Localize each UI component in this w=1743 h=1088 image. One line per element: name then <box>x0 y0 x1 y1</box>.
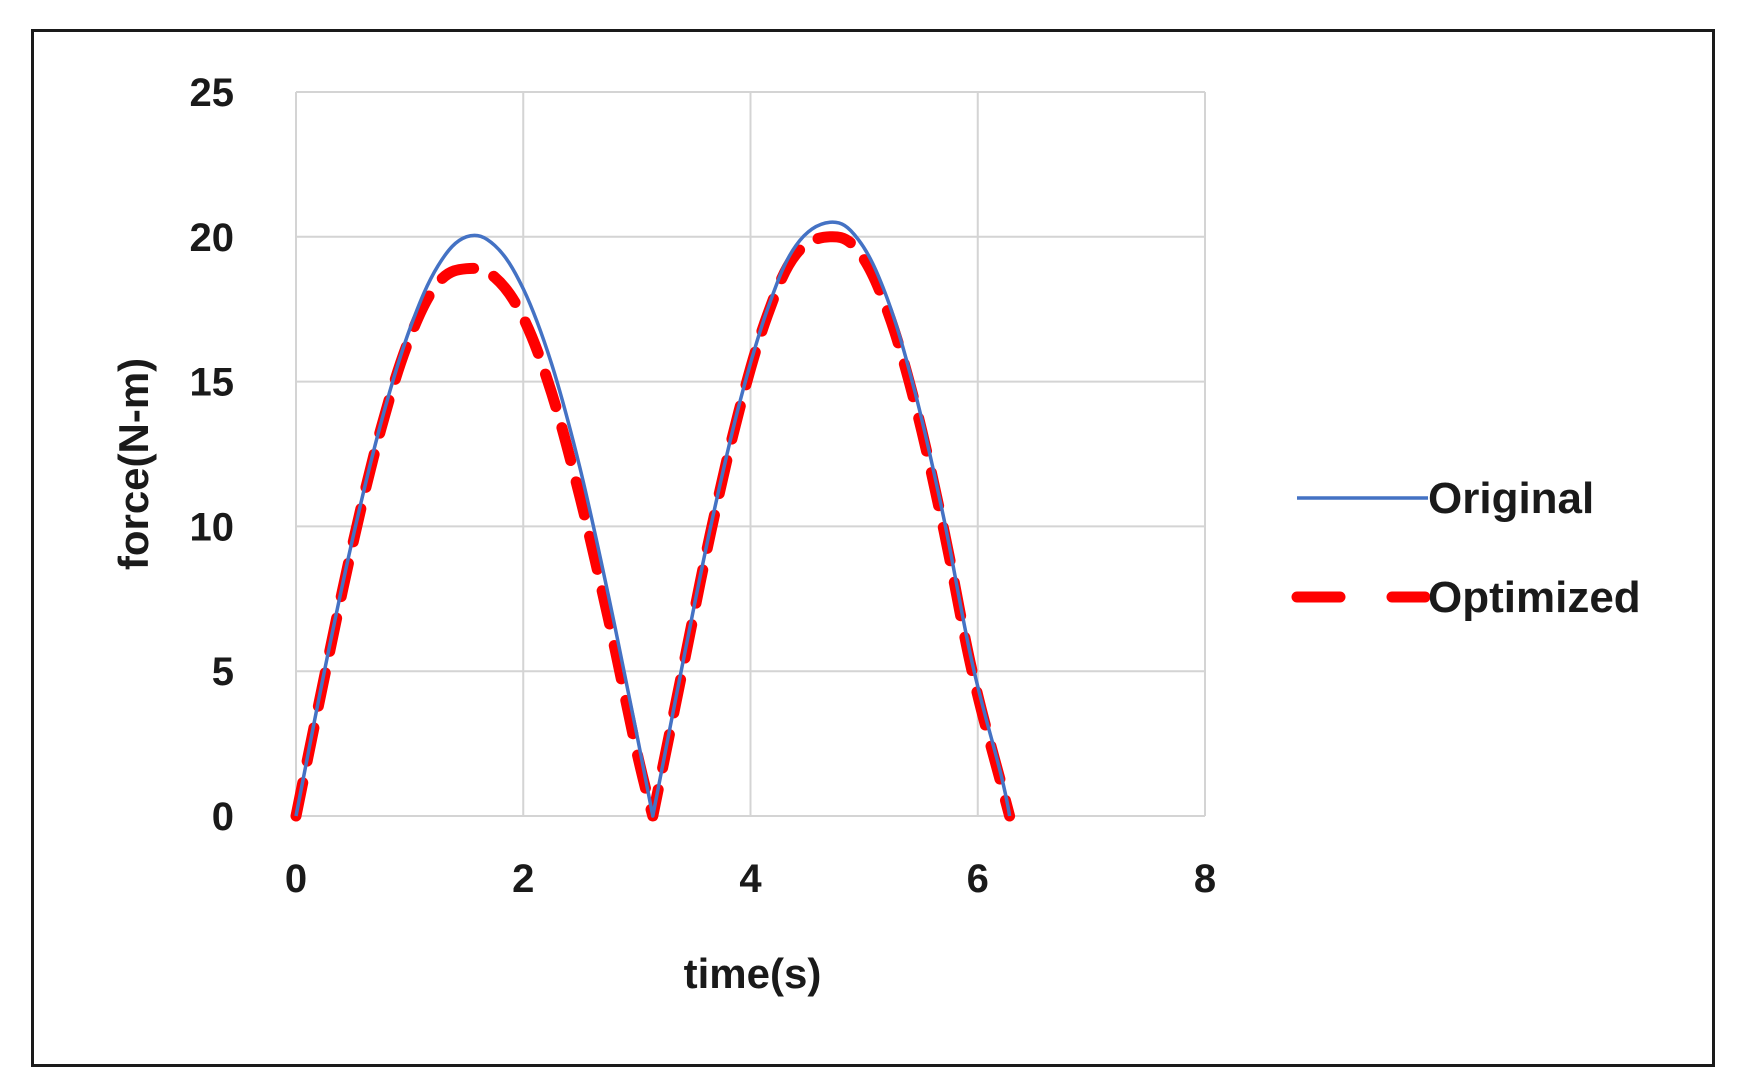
x-axis-tick-labels: 0 2 4 6 8 <box>285 857 1216 901</box>
y-tick-label: 20 <box>190 216 235 260</box>
gridlines <box>295 91 1206 817</box>
y-tick-label: 15 <box>190 361 235 405</box>
x-axis-title: time(s) <box>684 950 822 997</box>
y-axis-tick-labels: 0 5 10 15 20 25 <box>190 71 235 839</box>
chart-frame <box>31 29 1715 1067</box>
y-tick-label: 0 <box>212 795 234 839</box>
series-lines <box>290 220 1016 822</box>
y-axis-title: force(N-m) <box>110 358 157 570</box>
x-tick-label: 8 <box>1194 857 1216 901</box>
series-line-original <box>294 220 1012 818</box>
x-tick-label: 6 <box>967 857 989 901</box>
x-tick-label: 4 <box>739 857 762 901</box>
y-tick-label: 5 <box>212 650 234 694</box>
legend: Original Optimized <box>1291 474 1641 622</box>
x-tick-label: 0 <box>285 857 307 901</box>
x-tick-label: 2 <box>512 857 534 901</box>
legend-label-optimized: Optimized <box>1428 573 1641 622</box>
y-tick-label: 25 <box>190 71 235 115</box>
y-tick-label: 10 <box>190 505 235 549</box>
legend-label-original: Original <box>1428 474 1594 523</box>
